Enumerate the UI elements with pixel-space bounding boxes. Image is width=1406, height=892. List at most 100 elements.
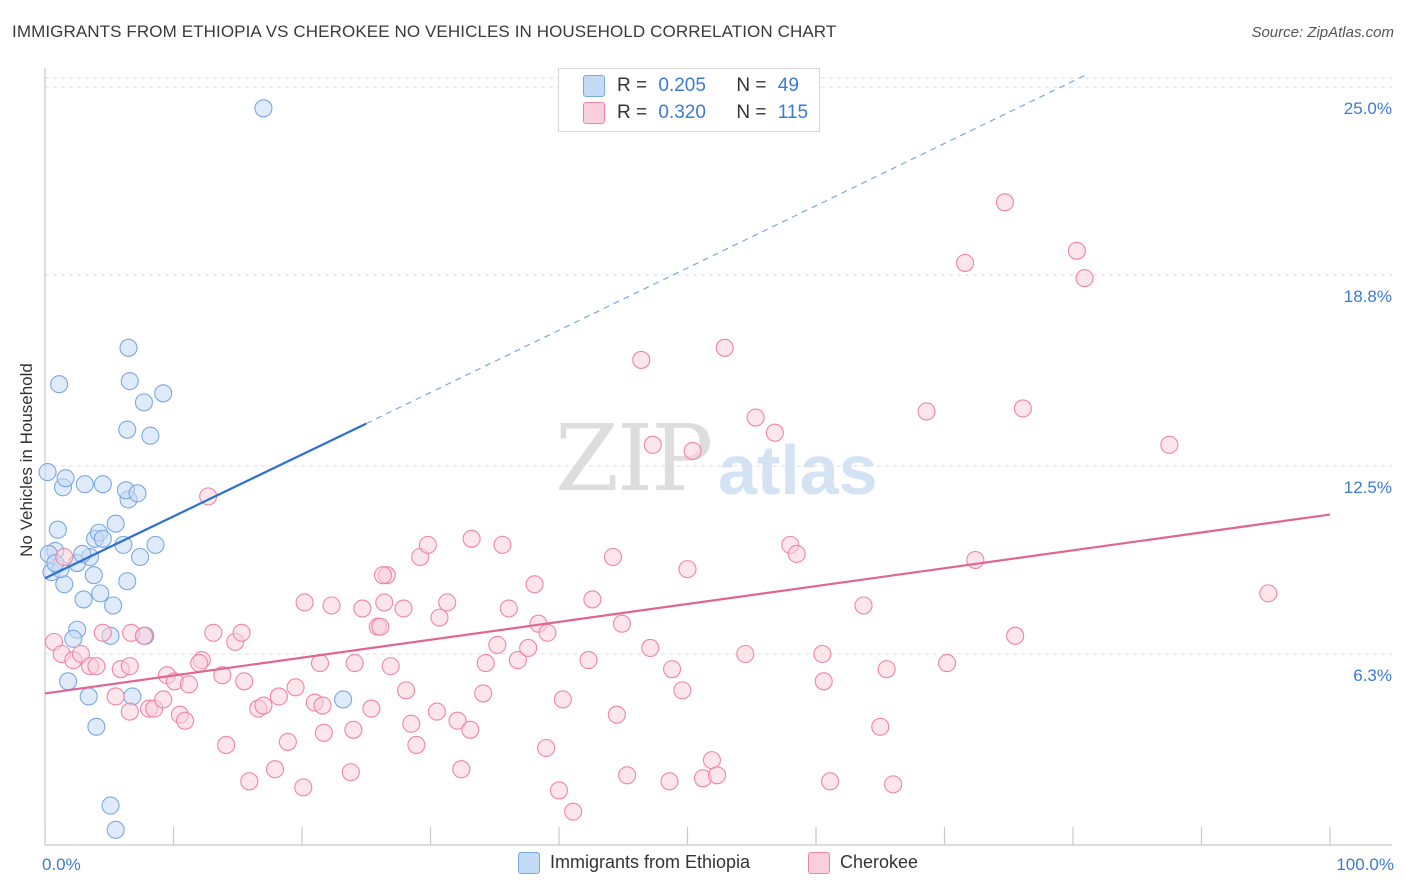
cherokee-point: [499, 599, 518, 618]
ethiopia-point: [101, 796, 120, 815]
ethiopia-point: [134, 393, 153, 412]
cherokee-point: [877, 660, 896, 679]
ethiopia-point: [146, 535, 165, 554]
cherokee-point: [549, 781, 569, 800]
ethiopia-point: [104, 596, 123, 615]
cherokee-point: [362, 699, 381, 718]
cherokee-point: [286, 678, 305, 697]
legend-swatch-cherokee: [583, 102, 605, 124]
ethiopia-point: [56, 469, 75, 488]
legend-r-value: 0.320: [658, 102, 706, 124]
legend-r-label: R =: [617, 102, 653, 124]
cherokee-point: [708, 766, 727, 785]
cherokee-point: [813, 644, 832, 664]
cherokee-point: [134, 626, 153, 645]
x-tick-label: 0.0%: [42, 855, 81, 874]
cherokee-point: [525, 575, 544, 594]
cherokee-point: [294, 778, 313, 797]
ethiopia-point: [59, 672, 78, 691]
cherokee-point: [736, 644, 755, 664]
ethiopia-point: [119, 338, 138, 357]
cherokee-point: [381, 657, 400, 676]
cherokee-point: [917, 402, 936, 421]
legend-n-value: 115: [777, 102, 809, 124]
ethiopia-point: [120, 372, 139, 391]
cherokee-point: [375, 593, 394, 612]
ethiopia-trend-extension: [365, 74, 1087, 425]
cherokee-point: [746, 408, 765, 427]
cherokee-point: [154, 690, 173, 709]
ethiopia-point: [87, 717, 106, 736]
ethiopia-point: [38, 463, 57, 482]
cherokee-point: [55, 547, 74, 567]
ethiopia-point: [91, 584, 110, 603]
cherokee-point: [553, 690, 572, 709]
cherokee-point: [407, 735, 426, 755]
cherokee-point: [814, 672, 833, 691]
cherokee-point: [1006, 626, 1025, 645]
legend-swatch-ethiopia: [583, 75, 605, 97]
cherokee-point: [579, 651, 598, 670]
cherokee-point: [683, 441, 702, 460]
cherokee-point: [344, 720, 363, 739]
cherokee-point: [235, 672, 254, 691]
cherokee-point: [418, 535, 437, 554]
cherokee-point: [322, 596, 341, 615]
cherokee-point: [678, 560, 697, 579]
cherokee-point: [508, 651, 527, 670]
ethiopia-point: [141, 426, 160, 445]
ethiopia-point: [75, 475, 94, 494]
cherokee-point: [176, 711, 195, 730]
cherokee-point: [1075, 269, 1094, 288]
y-tick-label: 25.0%: [1344, 99, 1392, 118]
bottom-legend-cherokee: Cherokee: [808, 852, 918, 875]
cherokee-point: [232, 623, 251, 642]
cherokee-point: [564, 802, 583, 821]
cherokee-point: [448, 711, 467, 730]
y-tick-label: 18.8%: [1344, 287, 1392, 306]
cherokee-point: [120, 657, 139, 676]
cherokee-trend-line: [44, 513, 1331, 695]
ethiopia-point: [55, 575, 74, 594]
cherokee-point: [715, 338, 734, 357]
cherokee-point: [787, 544, 806, 564]
ethiopia-point: [84, 566, 103, 585]
cherokee-point: [603, 547, 623, 567]
ethiopia-point: [118, 420, 137, 439]
ethiopia-point: [50, 375, 69, 394]
x-tick-label: 100.0%: [1336, 855, 1394, 874]
cherokee-point: [607, 705, 626, 724]
cherokee-point: [461, 720, 480, 739]
cherokee-point: [537, 738, 556, 758]
ethiopia-point: [254, 99, 273, 118]
bottom-legend-swatch-ethiopia: [518, 852, 540, 875]
ethiopia-point: [106, 514, 125, 533]
cherokee-point: [394, 599, 413, 618]
legend-top: R = 0.205 N = 49 R = 0.320 N = 115: [558, 68, 820, 132]
y-tick-label: 12.5%: [1344, 478, 1392, 497]
cherokee-point: [204, 623, 223, 642]
cherokee-point: [430, 608, 449, 627]
cherokee-point: [1067, 241, 1086, 260]
ethiopia-point: [128, 484, 147, 503]
cherokee-point: [265, 760, 285, 779]
legend-n-label: N =: [736, 75, 772, 97]
cherokee-point: [345, 654, 364, 673]
cherokee-point: [660, 772, 679, 791]
cherokee-point: [673, 681, 692, 700]
cherokee-point: [87, 657, 106, 676]
ethiopia-point: [74, 590, 93, 609]
cherokee-point: [476, 654, 495, 673]
cherokee-point: [871, 717, 890, 736]
ethiopia-point: [79, 687, 98, 706]
ethiopia-point: [93, 475, 112, 494]
ethiopia-point: [64, 629, 83, 648]
cherokee-point: [938, 654, 957, 673]
cherokee-point: [373, 566, 393, 585]
cherokee-point: [190, 654, 209, 673]
cherokee-point: [643, 435, 662, 454]
bottom-legend-ethiopia: Immigrants from Ethiopia: [518, 852, 750, 875]
cherokee-point: [462, 529, 481, 548]
cherokee-point: [854, 596, 873, 615]
cherokee-point: [240, 772, 259, 791]
